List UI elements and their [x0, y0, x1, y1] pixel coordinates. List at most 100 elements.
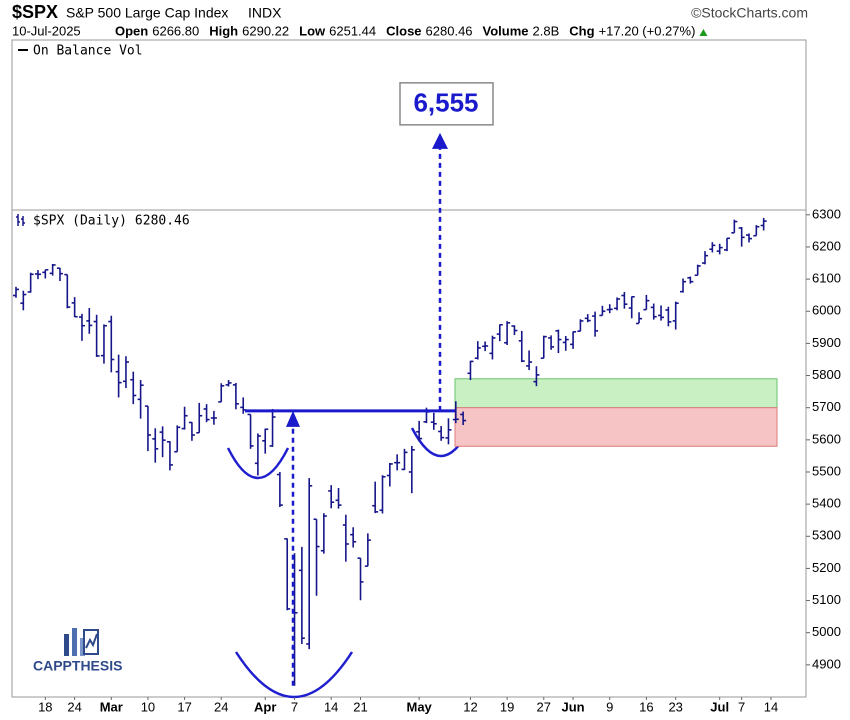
x-tick-label: 7	[738, 699, 745, 714]
x-tick-label: Mar	[100, 699, 123, 714]
ohlc-bar	[78, 313, 85, 341]
ohlc-bar	[680, 278, 687, 293]
x-tick-label: Jun	[562, 699, 585, 714]
ohlc-bar	[401, 448, 408, 471]
ohlc-bar	[665, 306, 672, 327]
y-tick-label: 5300	[812, 528, 841, 543]
ohlc-bar	[496, 323, 503, 342]
x-tick-label: 24	[214, 699, 228, 714]
ohlc-bar	[526, 350, 533, 371]
cup-arc	[234, 651, 354, 699]
ohlc-bar	[540, 335, 547, 359]
ohlc-bar	[760, 217, 767, 231]
ohlc-bar	[467, 360, 474, 381]
ohlc-bar	[181, 406, 188, 430]
ohlc-bar	[416, 420, 423, 441]
ohlc-bar	[27, 272, 34, 293]
x-tick-label: 19	[500, 699, 514, 714]
index-name: S&P 500 Large Cap Index	[66, 5, 228, 21]
ohlc-bar	[108, 315, 115, 373]
field-label: Chg	[569, 23, 594, 38]
x-tick-label: 21	[353, 699, 367, 714]
ohlc-bar	[298, 546, 305, 644]
y-tick-label: 5500	[812, 463, 841, 478]
ohlc-bar	[372, 481, 379, 514]
y-tick-label: 5600	[812, 431, 841, 446]
y-tick-label: 6200	[812, 238, 841, 253]
ohlc-bar	[86, 308, 93, 334]
ohlc-bar	[247, 413, 254, 449]
ohlc-bar	[716, 243, 723, 255]
ohlc-bar	[357, 557, 364, 601]
ohlc-bar	[137, 380, 144, 419]
y-tick-label: 4900	[812, 656, 841, 671]
y-tick-label: 5200	[812, 560, 841, 575]
ohlc-bar	[504, 321, 511, 346]
ohlc-bar	[621, 291, 628, 309]
field-label: Open	[115, 23, 148, 38]
legend-icon	[16, 214, 25, 226]
ohlc-bar	[709, 242, 716, 253]
ohlc-bar	[159, 426, 166, 458]
ohlc-bar	[518, 330, 525, 363]
field-label: Low	[299, 23, 326, 38]
field-value: 6251.44	[329, 23, 376, 38]
target-label: 6,555	[413, 88, 478, 118]
ohlc-bar	[130, 371, 137, 405]
change-arrow	[699, 29, 708, 36]
field-label: Close	[386, 23, 421, 38]
x-tick-label: 16	[639, 699, 653, 714]
ohlc-bar	[42, 268, 49, 279]
ohlc-bar	[56, 267, 63, 282]
ohlc-bar	[174, 425, 181, 453]
ohlc-bar	[262, 428, 269, 454]
ohlc-bar	[438, 426, 445, 441]
ohlc-bar	[474, 341, 481, 360]
ohlc-bar	[335, 488, 342, 509]
zone	[454, 407, 778, 447]
ohlc-bar	[100, 324, 107, 364]
ohlc-bar	[13, 286, 19, 298]
source: ©StockCharts.com	[691, 5, 808, 21]
ohlc-bar	[71, 297, 78, 318]
ohlc-bar	[386, 462, 393, 487]
upper-panel-label: On Balance Vol	[33, 44, 143, 59]
field-label: High	[209, 23, 238, 38]
ohlc-bar	[724, 237, 731, 252]
ohlc-bar	[511, 325, 518, 336]
ohlc-bar	[548, 335, 555, 350]
ohlc-bar	[570, 331, 577, 349]
ohlc-bar	[672, 301, 679, 330]
ohlc-bar	[702, 251, 709, 265]
ohlc-bar	[592, 311, 599, 337]
ohlc-bar	[562, 336, 569, 351]
x-tick-label: May	[407, 699, 433, 714]
ohlc-bar	[115, 354, 122, 398]
ohlc-bar	[379, 475, 386, 514]
ohlc-bar	[687, 276, 694, 284]
cup-arc	[226, 447, 290, 480]
field-label: Volume	[483, 23, 529, 38]
x-tick-label: 10	[141, 699, 155, 714]
ohlc-bar	[555, 329, 562, 354]
ohlc-bar	[577, 319, 584, 332]
arrow-head	[432, 132, 448, 149]
ohlc-bar	[144, 405, 151, 452]
ohlc-bar	[460, 411, 467, 426]
ohlc-bar	[643, 294, 650, 311]
ohlc-bar	[738, 227, 745, 247]
arrow-head	[286, 410, 300, 427]
ohlc-bar	[606, 304, 613, 314]
x-tick-label: Apr	[254, 699, 276, 714]
y-tick-label: 6000	[812, 303, 841, 318]
y-tick-label: 5000	[812, 624, 841, 639]
ohlc-bar	[636, 312, 643, 325]
y-tick-label: 6300	[812, 206, 841, 221]
ohlc-bar	[350, 527, 357, 548]
x-tick-label: 23	[668, 699, 682, 714]
ohlc-bar	[753, 225, 760, 237]
ohlc-bar	[489, 335, 496, 360]
y-tick-label: 5700	[812, 399, 841, 414]
ohlc-bar	[64, 273, 71, 309]
